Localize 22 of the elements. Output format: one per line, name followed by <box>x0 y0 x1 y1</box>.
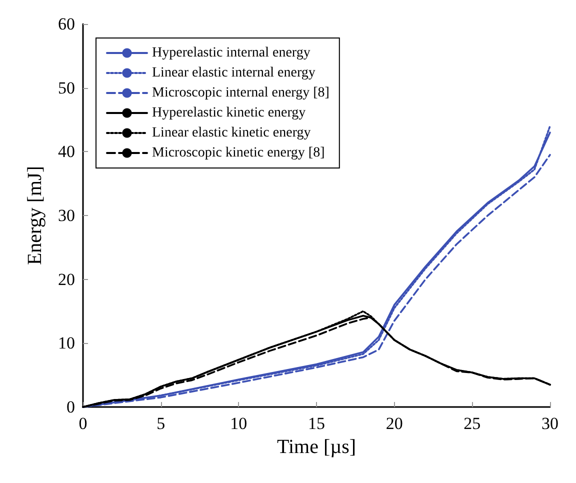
y-tick-label: 50 <box>58 78 75 98</box>
x-tick-label: 5 <box>156 414 166 433</box>
legend-label: Microscopic internal energy [8] <box>152 86 330 100</box>
x-tick-label: 15 <box>308 414 325 433</box>
legend-label: Microscopic kinetic energy [8] <box>152 146 325 160</box>
x-axis-title: Time [µs] <box>276 436 356 458</box>
x-tick-label: 25 <box>464 414 481 433</box>
y-tick-label: 10 <box>58 334 75 353</box>
y-tick-label: 0 <box>66 398 75 416</box>
y-tick-label: 60 <box>58 14 75 34</box>
legend-label: Linear elastic kinetic energy <box>152 126 311 140</box>
x-tick-label: 10 <box>230 414 248 433</box>
legend-label: Hyperelastic kinetic energy <box>152 106 306 120</box>
y-axis-title: Energy [mJ] <box>24 166 46 266</box>
y-tick-label: 30 <box>58 206 75 225</box>
legend-label: Linear elastic internal energy <box>152 66 316 80</box>
legend-label: Hyperelastic internal energy <box>152 46 310 60</box>
y-tick-label: 20 <box>58 270 75 289</box>
x-tick-label: 0 <box>78 414 88 433</box>
y-tick-label: 40 <box>58 142 75 162</box>
x-tick-label: 20 <box>386 414 403 433</box>
x-tick-label: 30 <box>542 414 558 433</box>
